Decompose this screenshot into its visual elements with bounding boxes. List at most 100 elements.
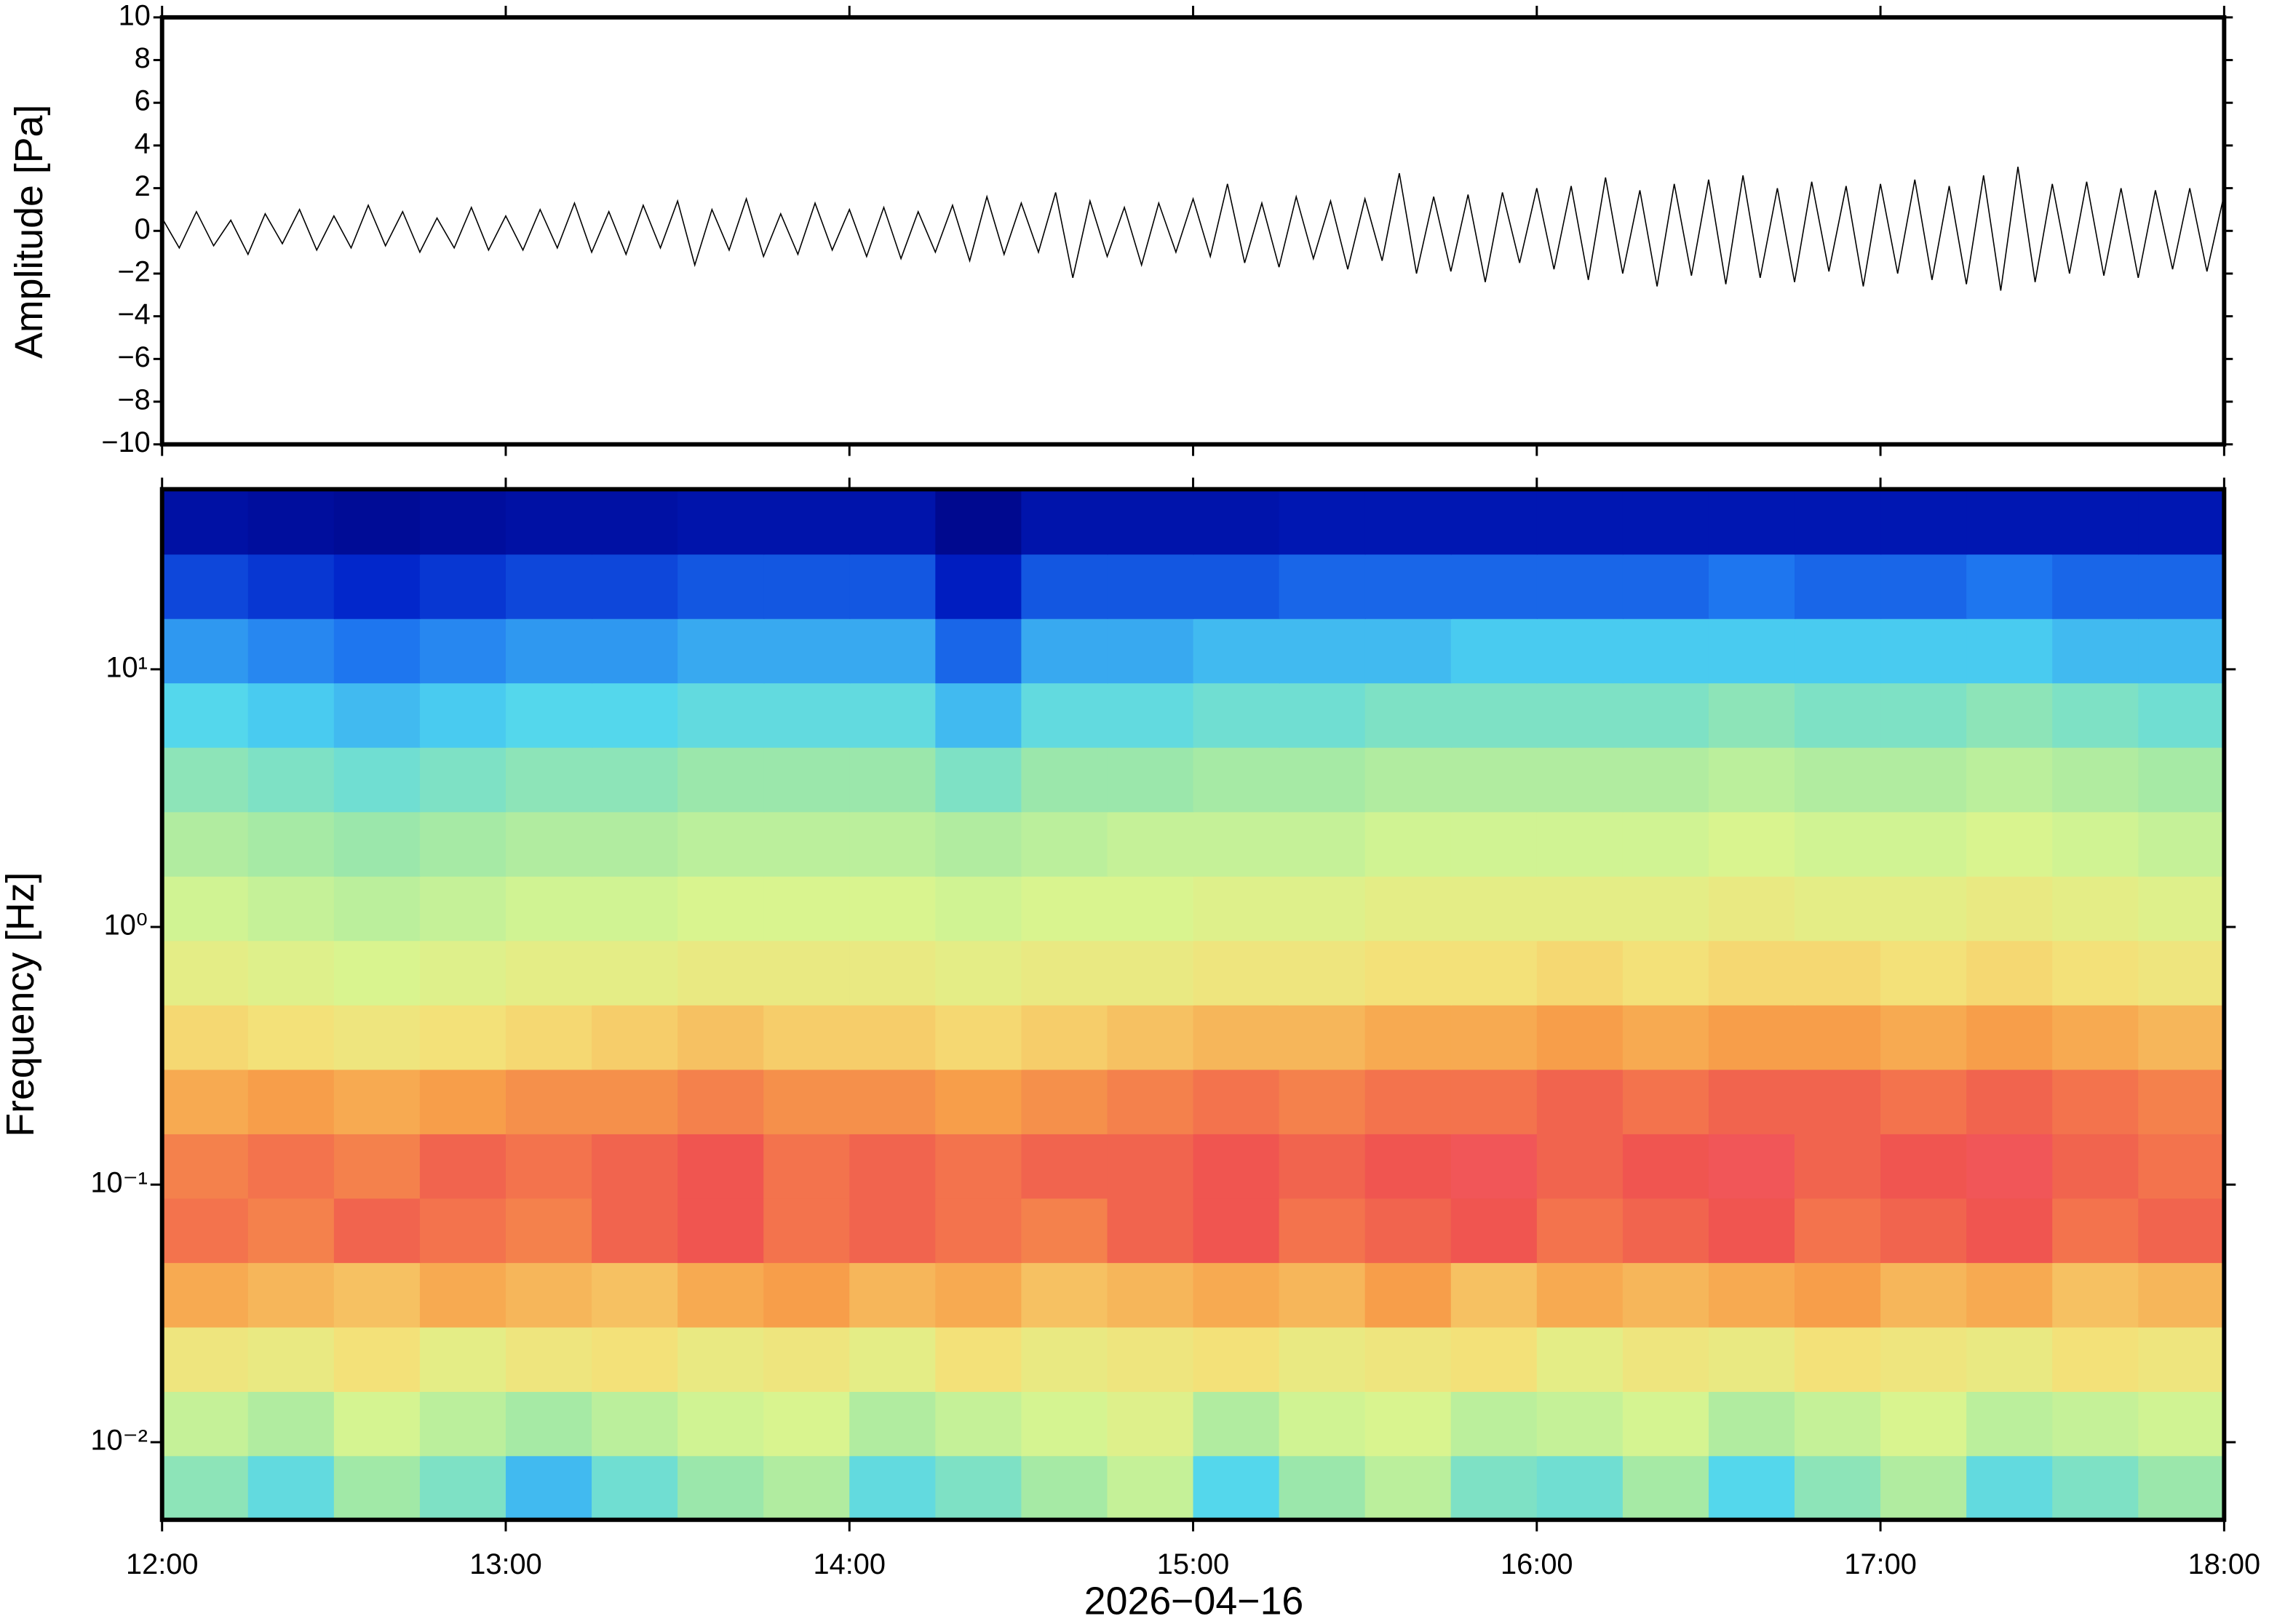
heatmap-cell xyxy=(677,1262,765,1328)
heatmap-cell xyxy=(849,1004,937,1070)
heatmap-cell xyxy=(2138,1069,2225,1134)
y-axis-label: Amplitude [Pa] xyxy=(7,105,51,359)
y-tick-label: 0 xyxy=(135,213,151,245)
heatmap-cell xyxy=(1279,489,1366,555)
heatmap-cell xyxy=(333,618,421,684)
y-tick-label: −6 xyxy=(117,341,150,373)
heatmap-cell xyxy=(2138,618,2225,684)
heatmap-cell xyxy=(247,554,335,619)
heatmap-cell xyxy=(1193,618,1280,684)
heatmap-cell xyxy=(1880,554,1968,619)
heatmap-cell xyxy=(849,618,937,684)
heatmap-cell xyxy=(419,682,507,748)
heatmap-cell xyxy=(1193,682,1280,748)
heatmap-cell xyxy=(162,489,249,555)
heatmap-cell xyxy=(935,618,1022,684)
heatmap-cell xyxy=(162,1004,249,1070)
heatmap-cell xyxy=(677,747,765,813)
heatmap-cell xyxy=(1966,489,2054,555)
heatmap-cell xyxy=(677,811,765,877)
heatmap-cell xyxy=(1021,1133,1108,1199)
heatmap-cell xyxy=(935,811,1022,877)
heatmap-cell xyxy=(849,1390,937,1457)
heatmap-cell xyxy=(419,1262,507,1328)
heatmap-cell xyxy=(1364,554,1452,619)
heatmap-cell xyxy=(1021,747,1108,813)
heatmap-cell xyxy=(592,811,679,877)
heatmap-cell xyxy=(505,1390,593,1457)
heatmap-cell xyxy=(2052,1198,2139,1263)
heatmap-cell xyxy=(1107,489,1194,555)
heatmap-cell xyxy=(2138,1004,2225,1070)
heatmap-cell xyxy=(849,1326,937,1393)
heatmap-cell xyxy=(333,1455,421,1521)
heatmap-cell xyxy=(1536,1390,1624,1457)
heatmap-cell xyxy=(1279,1326,1366,1393)
heatmap-cell xyxy=(1622,1262,1710,1328)
heatmap-cell xyxy=(935,1133,1022,1199)
heatmap-cell xyxy=(1107,747,1194,813)
heatmap-cell xyxy=(1795,682,1882,748)
heatmap-cell xyxy=(419,747,507,813)
heatmap-cell xyxy=(763,1069,851,1134)
heatmap-cell xyxy=(935,1004,1022,1070)
heatmap-cell xyxy=(1279,1069,1366,1134)
heatmap-cell xyxy=(592,618,679,684)
heatmap-cell xyxy=(1193,554,1280,619)
heatmap-cell xyxy=(935,1455,1022,1521)
heatmap-cell xyxy=(2138,875,2225,942)
heatmap-cell xyxy=(1966,1133,2054,1199)
plot-frame xyxy=(159,15,2227,447)
heatmap-cell xyxy=(2052,1326,2139,1393)
heatmap-cell xyxy=(1021,1326,1108,1393)
heatmap-cell xyxy=(677,618,765,684)
heatmap-cell xyxy=(1708,1390,1796,1457)
heatmap-cell xyxy=(1364,682,1452,748)
heatmap-cell xyxy=(1622,747,1710,813)
heatmap-cell xyxy=(1107,811,1194,877)
heatmap-cell xyxy=(1536,747,1624,813)
y-tick-label: 4 xyxy=(135,127,151,159)
heatmap-cell xyxy=(1021,682,1108,748)
heatmap-cell xyxy=(1536,682,1624,748)
heatmap-cell xyxy=(1880,747,1968,813)
heatmap-cell xyxy=(1107,1133,1194,1199)
heatmap-cell xyxy=(1450,1390,1538,1457)
axes: −10 −8 −6 −4 −2 0 2 4 6 8 10 10⁻² 10⁻¹ 10⁰ 10¹ 12:00 13:… xyxy=(90,0,2260,1580)
heatmap-cell xyxy=(1450,1198,1538,1263)
heatmap-cell xyxy=(1193,1004,1280,1070)
heatmap-cell xyxy=(247,618,335,684)
heatmap-cell xyxy=(2138,489,2225,555)
heatmap-cell xyxy=(333,1262,421,1328)
heatmap-cell xyxy=(2138,1198,2225,1263)
heatmap-cell xyxy=(677,1198,765,1263)
heatmap-cell xyxy=(419,1198,507,1263)
x-tick-label: 14:00 xyxy=(814,1548,886,1580)
heatmap-cell xyxy=(247,1326,335,1393)
heatmap-cell xyxy=(419,940,507,1006)
heatmap-cell xyxy=(849,1262,937,1328)
heatmap-cell xyxy=(505,875,593,942)
heatmap-cell xyxy=(1622,1133,1710,1199)
heatmap-cell xyxy=(1450,1455,1538,1521)
heatmap-cell xyxy=(592,1198,679,1263)
heatmap-cell xyxy=(1536,811,1624,877)
heatmap-cell xyxy=(1193,489,1280,555)
heatmap-cell xyxy=(1364,1390,1452,1457)
heatmap-cell xyxy=(763,1133,851,1199)
heatmap-cell xyxy=(1107,1069,1194,1134)
heatmap-cell xyxy=(1107,1390,1194,1457)
heatmap-cell xyxy=(1536,1198,1624,1263)
heatmap-cell xyxy=(592,875,679,942)
x-tick-label: 13:00 xyxy=(469,1548,541,1580)
heatmap-cell xyxy=(935,682,1022,748)
heatmap-cell xyxy=(1021,940,1108,1006)
heatmap-cell xyxy=(162,1455,249,1521)
heatmap-cell xyxy=(1795,1390,1882,1457)
heatmap-cell xyxy=(935,940,1022,1006)
heatmap-cell xyxy=(1795,1455,1882,1521)
heatmap-cell xyxy=(763,618,851,684)
heatmap-cell xyxy=(1450,1262,1538,1328)
heatmap-cell xyxy=(162,1262,249,1328)
